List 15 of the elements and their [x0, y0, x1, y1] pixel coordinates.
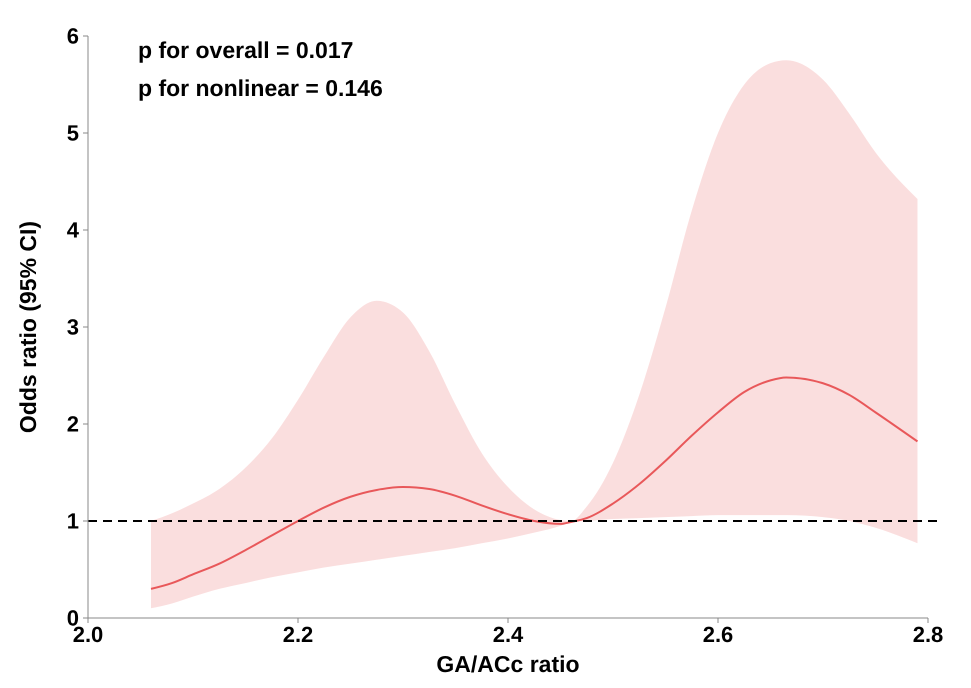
- annotation: p for overall = 0.017: [138, 37, 354, 63]
- x-tick-label: 2.8: [912, 622, 944, 647]
- y-tick-label: 6: [66, 24, 79, 49]
- y-axis-title: Odds ratio (95% CI): [15, 220, 41, 434]
- y-tick-label: 1: [66, 508, 79, 534]
- y-tick-label: 4: [66, 218, 80, 243]
- annotation: p for nonlinear = 0.146: [138, 75, 383, 101]
- x-tick-label: 2.6: [702, 622, 734, 647]
- x-axis-title: GA/ACc ratio: [436, 651, 580, 677]
- line-series: [150, 376, 918, 590]
- y-tick-label: 5: [66, 120, 79, 146]
- x-tick-label: 2.4: [492, 622, 524, 647]
- x-tick-label: 2.2: [282, 622, 314, 647]
- y-tick-label: 3: [66, 314, 79, 340]
- y-tick-label: 2: [66, 412, 79, 437]
